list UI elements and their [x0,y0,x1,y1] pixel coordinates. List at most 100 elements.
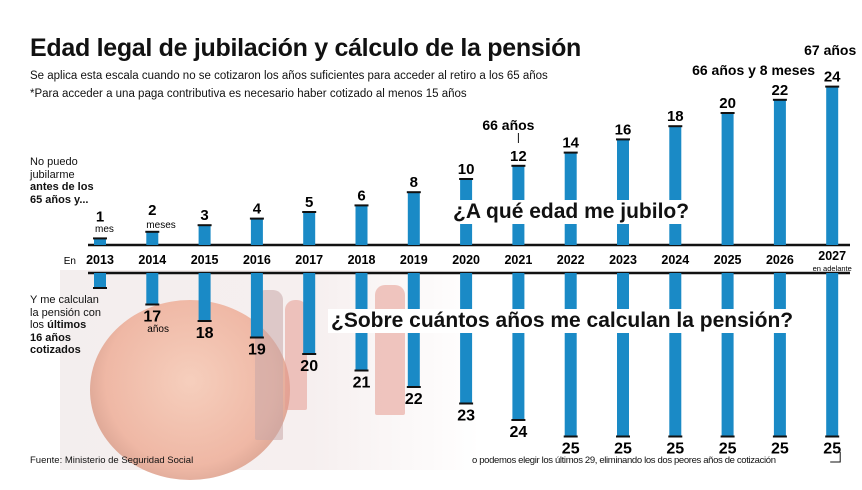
bar-years [617,273,629,437]
bar-years [773,273,786,437]
unit-label: años [147,324,169,335]
data-label-years: 25 [666,441,684,458]
source-note: Fuente: Ministerio de Seguridad Social [30,455,194,466]
year-tick-label: 2025 [714,253,742,267]
question-bottom: ¿Sobre cuántos años me calculan la pensi… [328,309,797,333]
data-label-months: 1 [96,208,104,225]
unit-label: mes [95,224,114,235]
year-tick-label: 2020 [452,253,480,267]
data-label-years: 20 [300,358,318,375]
bar-years [564,273,577,437]
side-text: la pensión con [30,306,101,319]
age-annotation: 66 años [482,117,534,133]
person-figure [375,285,405,415]
year-tick-label: 2015 [191,253,219,267]
data-label-years: 25 [614,441,632,458]
side-text: No puedo [30,156,78,168]
bar-years [94,273,106,288]
data-label-months: 14 [562,135,579,152]
bar-years [146,273,159,305]
data-label-months: 16 [615,121,632,138]
bar-years [303,273,316,354]
bar-years [250,273,263,338]
axis-suffix: en adelante [813,264,852,273]
data-label-months: 3 [200,207,208,224]
year-tick-label: 2026 [766,253,794,267]
data-label-years: 25 [823,441,841,458]
year-tick-label: 2027 [818,249,846,263]
year-tick-label: 2017 [295,253,323,267]
side-text: antes de los [30,181,94,193]
bar-years [512,273,525,420]
data-label-months: 5 [305,194,313,211]
data-label-months: 12 [510,148,527,165]
data-label-years: 23 [457,408,475,425]
bar-years [198,273,211,321]
side-text: los [30,319,48,331]
bar-years [826,273,839,437]
year-tick-label: 2016 [243,253,271,267]
data-label-months: 4 [253,201,262,218]
bar-months [355,205,368,245]
person-figure [285,300,307,410]
side-text: 16 años [30,331,71,344]
age-annotation: 66 años y 8 meses [692,62,815,78]
data-label-years: 21 [353,375,371,392]
page-title: Edad legal de jubilación y cálculo de la… [30,34,582,62]
year-tick-label: 2013 [86,253,114,267]
bar-months [146,231,159,245]
year-tick-label: 2019 [400,253,428,267]
side-label-bottom: Y me calculan la pensión con los últimos… [30,294,110,357]
data-label-months: 2 [148,202,156,219]
bar-months [198,225,211,245]
bar-years [669,273,682,437]
data-label-months: 24 [824,69,841,86]
data-label-years: 25 [562,441,580,458]
side-text: 65 años y... [30,193,89,206]
year-tick-label: 2023 [609,253,637,267]
axis-prefix: En [64,256,76,267]
data-label-months: 22 [772,82,789,99]
year-tick-label: 2018 [348,253,376,267]
side-text: cotizados [30,344,81,356]
year-tick-label: 2024 [661,253,689,267]
data-label-months: 8 [410,174,418,191]
bar-months [826,86,839,245]
unit-label: meses [146,220,175,231]
bar-months [407,192,420,245]
data-label-years: 24 [510,424,528,441]
data-label-years: 25 [771,441,789,458]
age-annotation: 67 años [804,42,856,58]
data-label-years: 19 [248,342,266,359]
data-label-years: 17 [143,309,161,326]
data-label-years: 22 [405,391,423,408]
bar-years [460,273,473,404]
bar-months [721,113,734,245]
bar-months [250,218,263,245]
bar-months [669,126,682,245]
bar-months [94,238,106,245]
bar-years [721,273,734,437]
data-label-years: 25 [719,441,737,458]
side-text: últimos [47,319,87,331]
footnote-bracket [830,452,841,463]
data-label-years: 18 [196,325,214,342]
data-label-months: 18 [667,108,684,125]
year-tick-label: 2014 [138,253,166,267]
year-tick-label: 2021 [504,253,532,267]
bar-months [303,212,316,245]
data-label-months: 20 [719,95,736,112]
subtitle-note: *Para acceder a una paga contributiva es… [30,88,467,100]
question-top: ¿A qué edad me jubilo? [450,200,693,224]
bar-months [564,152,577,245]
side-text: Y me calculan [30,294,99,306]
year-tick-label: 2022 [557,253,585,267]
side-text: jubilarme [30,168,75,181]
side-label-top: No puedo jubilarme antes de los 65 años … [30,156,94,206]
data-label-months: 6 [357,187,365,204]
data-label-months: 10 [458,161,475,178]
bar-months [773,99,786,245]
subtitle: Se aplica esta escala cuando no se cotiz… [30,70,548,82]
